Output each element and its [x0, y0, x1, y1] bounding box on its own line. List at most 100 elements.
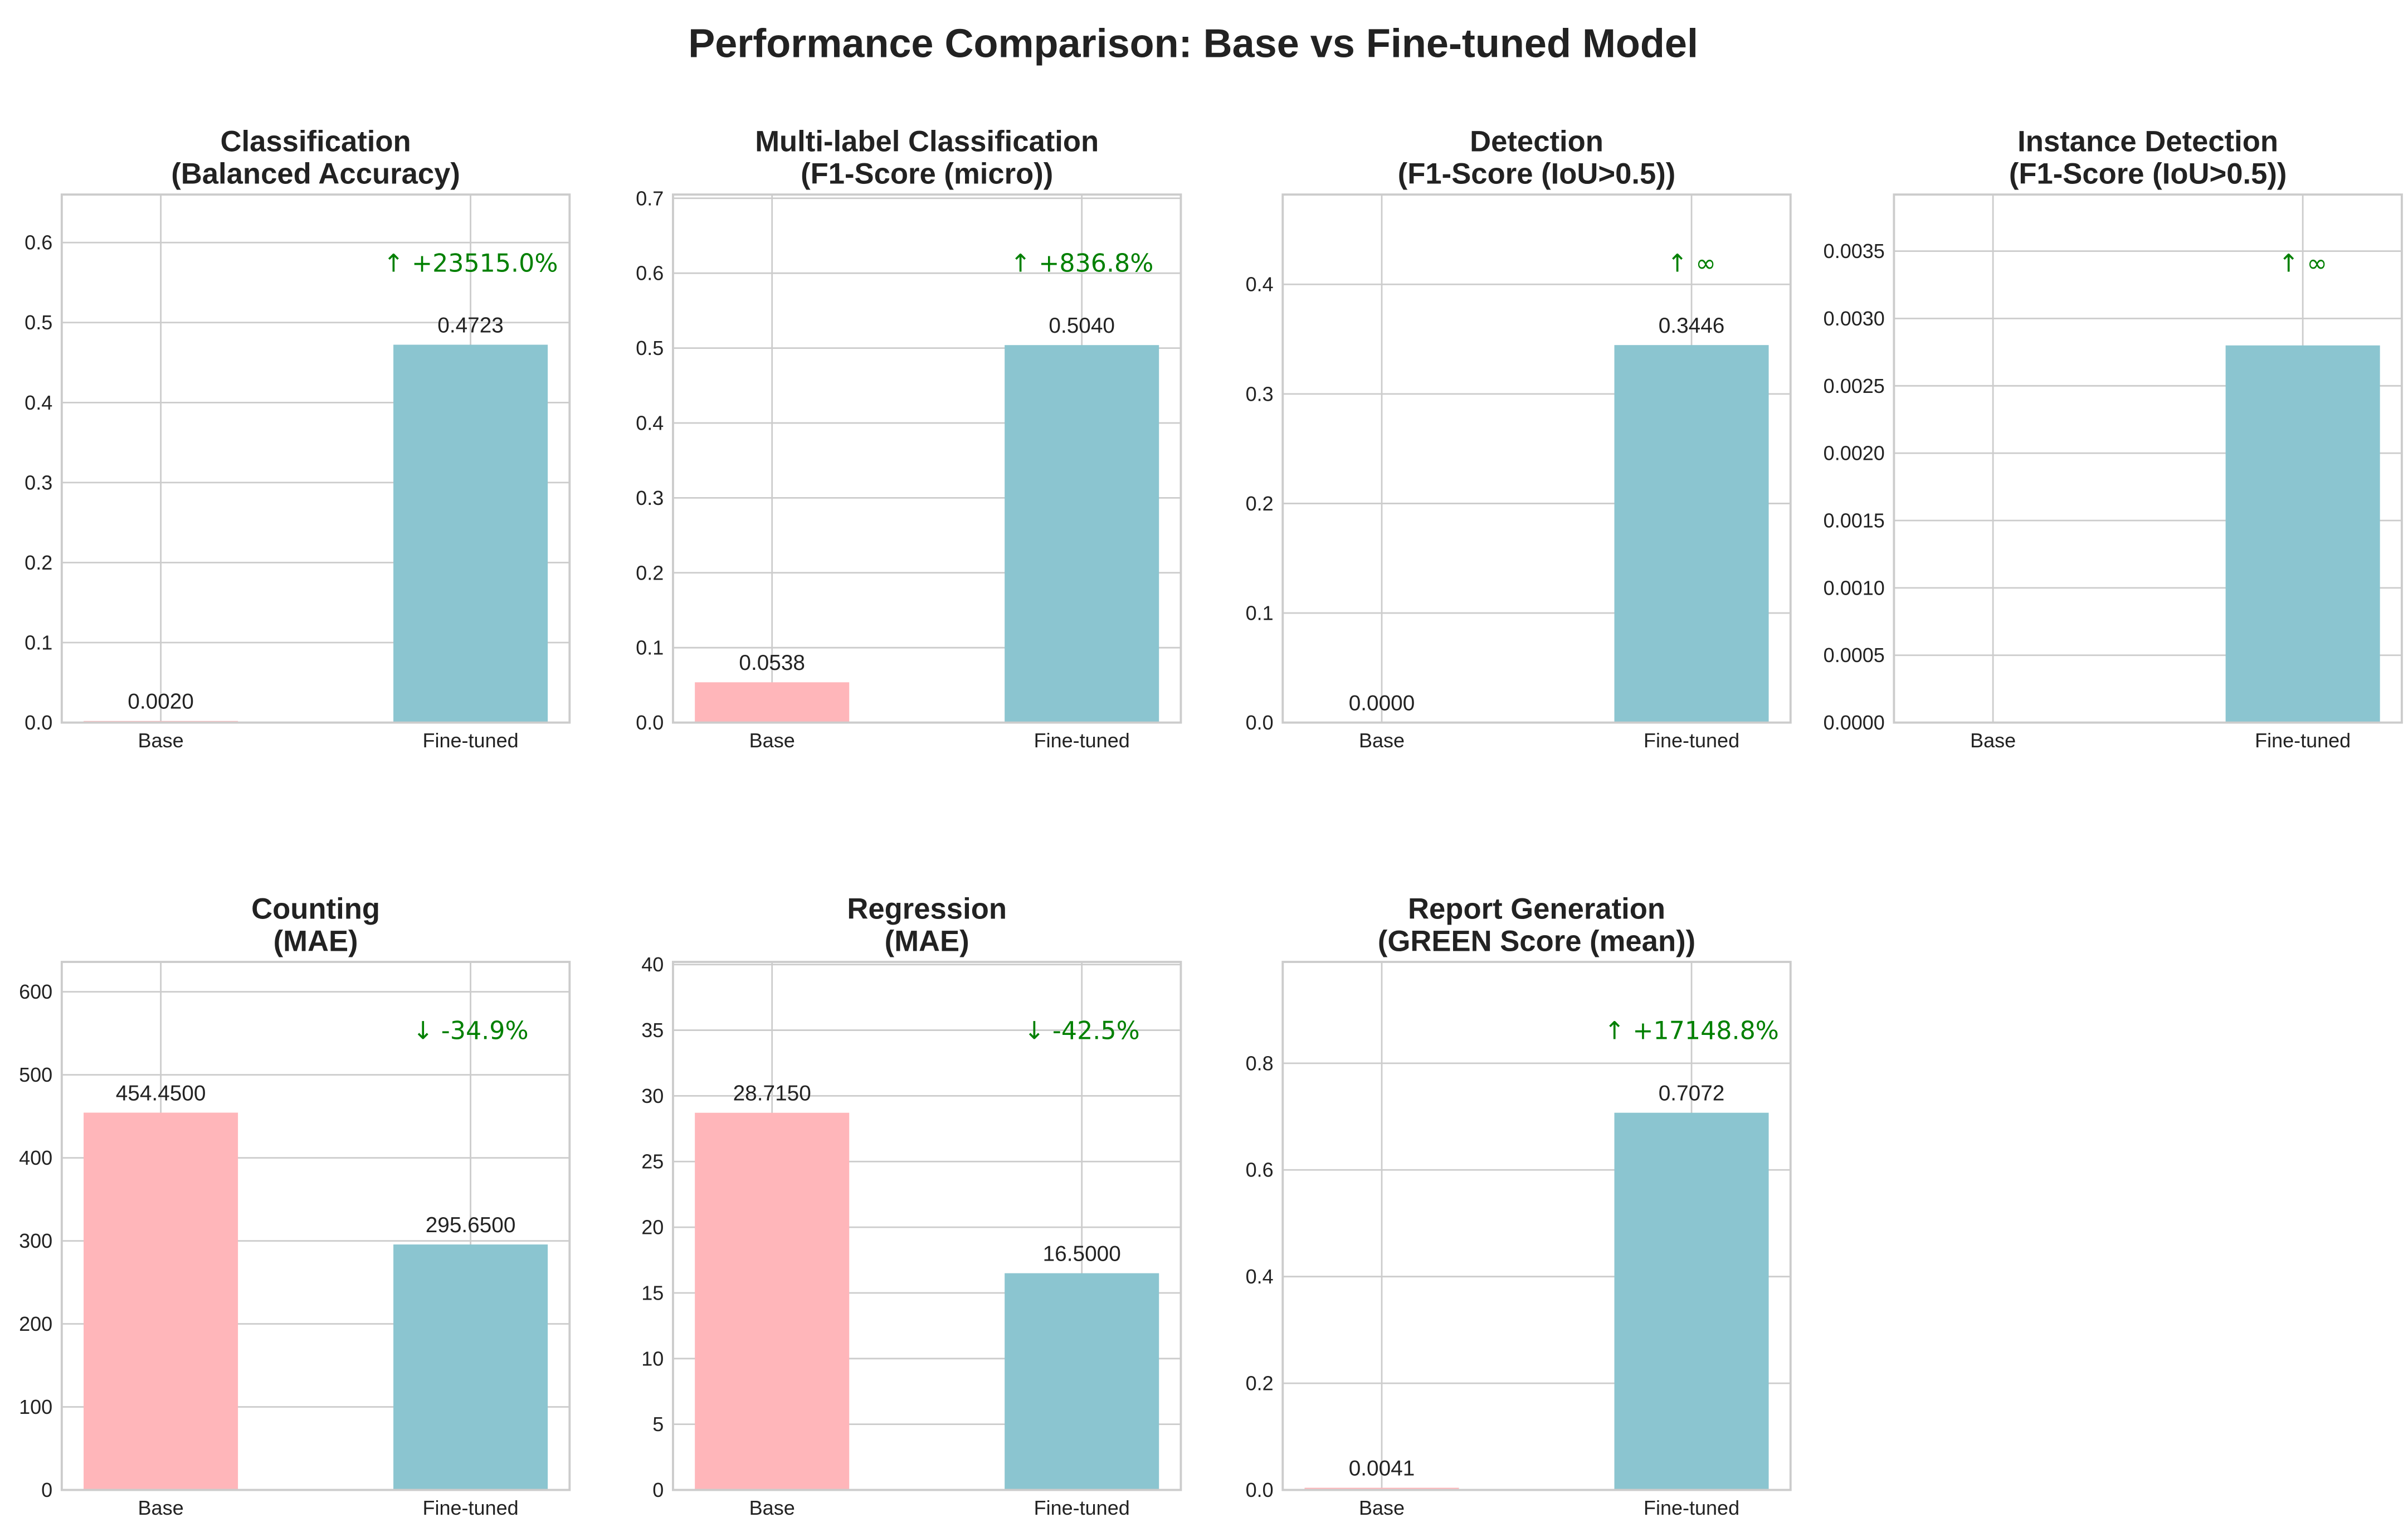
y-tick-label: 15 [641, 1281, 664, 1304]
plot-frame [60, 961, 571, 1491]
x-tick-label: Fine-tuned [1644, 1496, 1739, 1519]
plot-frame [1281, 961, 1792, 1491]
y-tick-label: 300 [19, 1229, 52, 1252]
chart-subtitle: (F1-Score (IoU>0.5)) [2009, 158, 2287, 191]
y-tick-label: 0.8 [1246, 1052, 1274, 1074]
y-tick-label: 0.0015 [1824, 509, 1885, 532]
x-tick-label: Base [138, 1496, 184, 1519]
chart-title: Instance Detection [2017, 125, 2278, 158]
chart-panel-3: 0.0 0.1 0.2 0.3 0.4 Base Fine-tuned 0.0000 0.344… [1246, 125, 1792, 752]
chart-panel-5: 0 100 200 300 400 500 600 Base Fine-tuned 454.450… [19, 892, 571, 1519]
y-tick-label: 0.3 [1246, 382, 1274, 405]
change-annotation: ↑ +23515.0% [383, 250, 558, 278]
value-label: 0.4723 [437, 313, 504, 337]
y-tick-label: 0.6 [636, 262, 664, 285]
change-annotation: ↑ ∞ [2278, 250, 2327, 278]
chart-title: Detection [1470, 125, 1603, 158]
change-annotation: ↓ -42.5% [1024, 1017, 1140, 1045]
y-tick-label: 0.6 [25, 231, 52, 254]
x-tick-label: Base [138, 729, 184, 752]
y-tick-label: 0.0 [636, 711, 664, 734]
chart-title: Regression [847, 892, 1007, 925]
y-tick-label: 0.0030 [1824, 307, 1885, 330]
y-tick-label: 20 [641, 1216, 664, 1239]
y-tick-label: 0.0 [1246, 1479, 1274, 1501]
x-tick-label: Base [1359, 729, 1405, 752]
bar-base [84, 1112, 238, 1490]
bar-base [695, 1112, 850, 1490]
plot-frame [1893, 193, 2403, 724]
bar-finetuned [1614, 345, 1769, 723]
bar-finetuned [393, 1244, 548, 1490]
chart-subtitle: (F1-Score (micro)) [801, 158, 1053, 191]
y-tick-label: 0.0025 [1824, 375, 1885, 397]
chart-subtitle: (F1-Score (IoU>0.5)) [1398, 158, 1676, 191]
value-label: 0.0538 [739, 651, 805, 675]
y-tick-label: 0.5 [636, 337, 664, 359]
figure-title: Performance Comparison: Base vs Fine-tun… [688, 22, 1698, 66]
chart-title: Counting [251, 892, 380, 925]
y-tick-label: 25 [641, 1150, 664, 1173]
bar-finetuned [1005, 345, 1159, 723]
value-label: 0.0041 [1349, 1456, 1415, 1480]
plot-frame [1281, 193, 1792, 724]
bar-finetuned [2225, 345, 2380, 723]
change-annotation: ↑ +17148.8% [1604, 1017, 1779, 1045]
y-tick-label: 0.4 [1246, 273, 1274, 296]
x-tick-label: Fine-tuned [1034, 729, 1130, 752]
y-tick-label: 0.7 [636, 187, 664, 210]
y-tick-label: 0.1 [1246, 601, 1274, 624]
bar-finetuned [393, 344, 548, 723]
plot-frame [672, 961, 1182, 1491]
y-tick-label: 0.5 [25, 311, 52, 334]
bar-base [695, 682, 850, 723]
x-tick-label: Fine-tuned [423, 1496, 519, 1519]
y-tick-label: 40 [641, 953, 664, 976]
bar-base [1304, 1487, 1459, 1490]
x-tick-label: Base [1359, 1496, 1405, 1519]
value-label: 0.3446 [1659, 314, 1725, 338]
y-tick-label: 10 [641, 1347, 664, 1370]
bar-finetuned [1614, 1112, 1769, 1490]
y-tick-label: 0.0005 [1824, 644, 1885, 667]
y-tick-label: 0 [652, 1479, 664, 1501]
y-tick-label: 600 [19, 980, 52, 1003]
x-tick-label: Base [1970, 729, 2016, 752]
y-tick-label: 0.2 [1246, 1372, 1274, 1395]
y-tick-label: 0.2 [1246, 492, 1274, 515]
y-tick-label: 0.2 [636, 561, 664, 584]
value-label: 0.0000 [1349, 691, 1415, 715]
y-tick-label: 0.0 [25, 711, 52, 734]
y-tick-label: 0.4 [636, 411, 664, 434]
chart-subtitle: (MAE) [885, 925, 969, 958]
y-tick-label: 0.6 [1246, 1159, 1274, 1181]
chart-title: Report Generation [1408, 892, 1665, 925]
value-label: 454.4500 [116, 1081, 206, 1105]
y-tick-label: 500 [19, 1063, 52, 1086]
change-annotation: ↑ ∞ [1667, 250, 1716, 278]
y-tick-label: 0.0010 [1824, 576, 1885, 599]
x-tick-label: Fine-tuned [1034, 1496, 1130, 1519]
chart-title: Classification [221, 125, 411, 158]
chart-subtitle: (MAE) [274, 925, 358, 958]
chart-title: Multi-label Classification [755, 125, 1099, 158]
y-tick-label: 0.1 [25, 631, 52, 654]
y-tick-label: 0.0000 [1824, 711, 1885, 734]
y-tick-label: 0.4 [1246, 1265, 1274, 1288]
x-tick-label: Fine-tuned [1644, 729, 1739, 752]
y-tick-label: 35 [641, 1019, 664, 1042]
y-tick-label: 400 [19, 1146, 52, 1169]
y-tick-label: 0.3 [636, 487, 664, 509]
x-tick-label: Base [749, 1496, 795, 1519]
y-tick-label: 0.4 [25, 391, 52, 414]
y-tick-label: 0.0 [1246, 711, 1274, 734]
y-tick-label: 0.0020 [1824, 442, 1885, 465]
y-tick-label: 0.3 [25, 471, 52, 494]
value-label: 28.7150 [733, 1082, 811, 1106]
y-tick-label: 5 [652, 1413, 664, 1436]
chart-panel-1: 0.0 0.1 0.2 0.3 0.4 0.5 0.6 Base Fine-tuned 0.002… [25, 125, 571, 752]
value-label: 0.5040 [1049, 314, 1115, 338]
y-tick-label: 0.0035 [1824, 240, 1885, 262]
